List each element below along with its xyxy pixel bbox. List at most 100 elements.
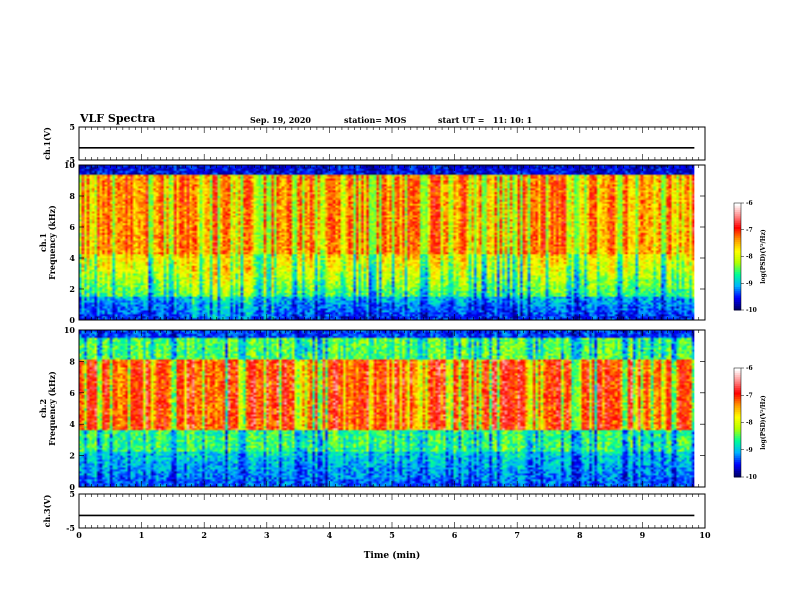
x-tick-label: 8 [577, 530, 583, 540]
ch1-colorbar-cell [734, 260, 741, 264]
ch2-colorbar-cell [734, 374, 741, 378]
ch1-colorbar-tick-label: -7 [746, 227, 753, 234]
x-tick-label: 2 [201, 530, 207, 540]
ch2-colorbar-cell [734, 426, 741, 430]
ch1-colorbar-cell [734, 239, 741, 243]
ch1-colorbar-cell [734, 211, 741, 215]
x-tick-label: 5 [389, 530, 395, 540]
ch2-colorbar-tick-label: -8 [746, 420, 753, 427]
figure-title: VLF Spectra [80, 112, 156, 125]
ch1-colorbar-cell [734, 277, 741, 281]
ch1-colorbar-cell [734, 203, 741, 206]
ch3-voltage-ytick-label: 5 [69, 489, 75, 499]
ch2-colorbar-cell [734, 418, 741, 421]
x-tick-label: 3 [264, 530, 270, 540]
ch2-spectrogram-ylabel: ch.2 [38, 399, 48, 418]
ch1-colorbar-cell [734, 271, 741, 275]
ch2-colorbar-cell [734, 442, 741, 445]
ch1-colorbar-cell [734, 207, 741, 210]
ch2-colorbar-cell [734, 413, 741, 417]
ch2-colorbar-cell [734, 444, 741, 447]
ch2-colorbar-tick-label: -7 [746, 392, 753, 399]
ch2-colorbar-cell [734, 468, 741, 471]
ch1-colorbar-cell [734, 224, 741, 228]
ch1-colorbar-cell [734, 226, 741, 230]
ch2-colorbar-cell [734, 424, 741, 428]
ch1-spectrogram-ylabel: ch.1 [38, 233, 48, 252]
ch1-colorbar-cell [734, 237, 741, 240]
ch1-colorbar-cell [734, 250, 741, 253]
ch1-colorbar-cell [734, 217, 741, 221]
ch1-colorbar-tick-label: -8 [746, 254, 753, 261]
start-time-label: start UT = 11: 10: 1 [438, 115, 533, 125]
ch1-colorbar-cell [734, 265, 741, 268]
ch2-colorbar-cell [734, 431, 741, 434]
ch1-colorbar-cell [734, 213, 741, 217]
date-label: Sep. 19, 2020 [250, 115, 311, 125]
station-label: station= MOS [344, 115, 407, 125]
ch1-colorbar-cell [734, 301, 741, 305]
ch1-colorbar-cell [734, 282, 741, 285]
x-tick-label: 4 [327, 530, 333, 540]
ch1-colorbar-cell [734, 205, 741, 208]
ch1-spectrogram-ytick-label: 2 [69, 284, 75, 294]
ch2-colorbar-cell [734, 463, 741, 467]
ch2-colorbar-cell [734, 422, 741, 426]
x-tick-label: 1 [139, 530, 145, 540]
ch2-colorbar-tick-label: -9 [746, 447, 753, 454]
ch2-colorbar-cell [734, 376, 741, 380]
ch2-colorbar-cell [734, 415, 741, 419]
ch2-colorbar-cell [734, 383, 741, 386]
x-tick-label: 7 [514, 530, 520, 540]
ch1-colorbar-cell [734, 220, 741, 223]
ch1-colorbar-cell [734, 243, 741, 247]
ch1-colorbar-tick-label: -6 [746, 200, 753, 207]
ch2-colorbar-cell [734, 372, 741, 376]
ch2-colorbar-cell [734, 472, 741, 476]
ch1-colorbar-cell [734, 267, 741, 270]
x-tick-label: 6 [452, 530, 458, 540]
x-axis-label: Time (min) [364, 550, 421, 561]
ch1-colorbar-cell [734, 275, 741, 279]
ch2-spectrogram-ytick-label: 4 [69, 419, 75, 429]
ch2-colorbar-cell [734, 470, 741, 474]
ch2-colorbar-cell [734, 459, 741, 463]
ch2-colorbar-cell [734, 435, 741, 439]
ch1-spectrogram-ytick-label: 6 [69, 222, 75, 232]
ch2-spectrogram-ytick-label: 10 [64, 325, 76, 335]
ch2-colorbar-cell [734, 387, 741, 391]
ch1-colorbar-cell [734, 247, 741, 251]
ch1-colorbar-cell [734, 290, 741, 294]
ch1-colorbar-tick-label: -9 [746, 280, 753, 287]
ch2-colorbar-cell [734, 446, 741, 450]
ch2-colorbar-cell [734, 439, 741, 443]
ch2-colorbar-cell [734, 457, 741, 461]
ch2-colorbar-cell [734, 407, 741, 410]
ch1-colorbar-cell [734, 235, 741, 238]
ch2-colorbar-cell [734, 437, 741, 441]
ch2-colorbar-cell [734, 466, 741, 469]
ch1-colorbar-cell [734, 288, 741, 292]
ch1-colorbar-cell [734, 280, 741, 283]
ch1-colorbar-cell [734, 232, 741, 236]
ch2-colorbar-cell [734, 368, 741, 371]
ch1-colorbar-cell [734, 305, 741, 309]
ch1-colorbar-cell [734, 297, 741, 300]
ch2-colorbar-cell [734, 450, 741, 454]
x-tick-label: 0 [76, 530, 82, 540]
ch1-colorbar-cell [734, 230, 741, 234]
ch1-colorbar-cell [734, 222, 741, 225]
x-tick-label: 9 [640, 530, 646, 540]
ch2-colorbar-cell [734, 455, 741, 458]
ch1-spectrogram-ytick-label: 0 [69, 315, 75, 325]
ch2-colorbar-cell [734, 420, 741, 423]
ch2-spectrogram-ytick-label: 0 [69, 482, 75, 492]
ch1-colorbar-cell [734, 252, 741, 255]
ch2-spectrogram-ytick-label: 6 [69, 388, 75, 398]
ch1-colorbar-cell [734, 295, 741, 298]
ch2-colorbar-cell [734, 409, 741, 413]
ch1-voltage-ylabel: ch.1(V) [42, 127, 52, 160]
ch1-colorbar-cell [734, 286, 741, 290]
ch2-colorbar-cell [734, 394, 741, 397]
